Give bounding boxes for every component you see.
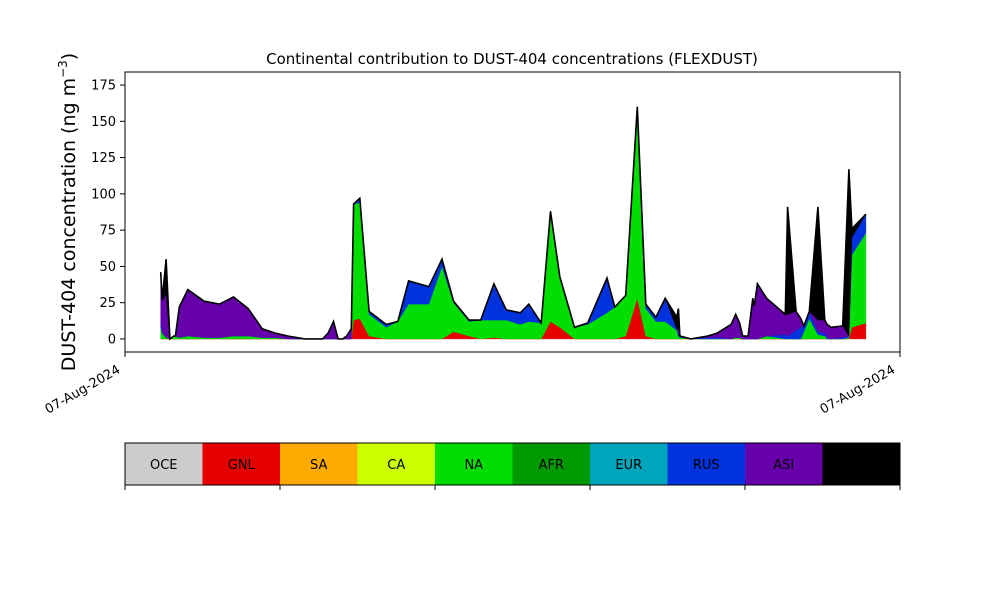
y-tick-label-75: 75 xyxy=(99,224,116,239)
y-tick-label-50: 50 xyxy=(99,260,116,275)
y-axis-label-superscript: −3 xyxy=(56,60,70,78)
x-tick-label-1: 07-Aug-2024 xyxy=(818,362,898,417)
legend-swatch-eur xyxy=(590,443,668,485)
legend-swatch-asi xyxy=(745,443,823,485)
legend-label-gnl: GNL xyxy=(228,458,256,473)
legend-label-afr: AFR xyxy=(539,458,564,473)
legend-swatch-aus xyxy=(822,443,900,485)
y-tick-label-150: 150 xyxy=(91,115,116,130)
legend-label-aus: AUS xyxy=(848,458,875,473)
x-axis: 07-Aug-2024 07-Aug-2024 xyxy=(43,352,901,418)
y-tick-label-125: 125 xyxy=(91,151,116,166)
legend-swatch-oce xyxy=(125,443,203,485)
area-asi xyxy=(160,106,867,340)
legend-swatch-gnl xyxy=(202,443,280,485)
legend-label-eur: EUR xyxy=(615,458,642,473)
legend-label-asi: ASI xyxy=(773,458,794,473)
legend-swatch-sa xyxy=(280,443,358,485)
y-axis: 0 25 50 75 100 125 150 175 xyxy=(91,79,125,347)
y-axis-label: DUST-404 concentration (ng m−3) xyxy=(56,53,80,371)
legend-swatch-afr xyxy=(512,443,590,485)
y-tick-label-175: 175 xyxy=(91,79,116,94)
chart-title: Continental contribution to DUST-404 con… xyxy=(266,50,758,68)
legend-label-rus: RUS xyxy=(693,458,720,473)
legend-label-oce: OCE xyxy=(150,458,178,473)
legend-frame xyxy=(124,442,901,486)
legend-label-sa: SA xyxy=(310,458,327,473)
y-axis-label-close: ) xyxy=(58,53,80,60)
y-tick-label-0: 0 xyxy=(108,332,116,347)
legend-label-na: NA xyxy=(464,458,483,473)
y-tick-label-25: 25 xyxy=(99,296,116,311)
legend-swatch-rus xyxy=(667,443,745,485)
y-axis-label-main: DUST-404 concentration (ng m xyxy=(58,78,80,371)
x-tick-label-0: 07-Aug-2024 xyxy=(43,362,123,417)
legend-swatch-ca xyxy=(357,443,435,485)
y-tick-label-100: 100 xyxy=(91,187,116,202)
legend-label-ca: CA xyxy=(387,458,405,473)
total-outline xyxy=(159,106,867,341)
legend-colorbar: OCE GNL SA CA NA AFR EUR RUS ASI AUS xyxy=(124,442,901,490)
stacked-areas xyxy=(160,106,867,340)
plot-frame xyxy=(124,71,901,353)
legend-swatch-na xyxy=(435,443,513,485)
